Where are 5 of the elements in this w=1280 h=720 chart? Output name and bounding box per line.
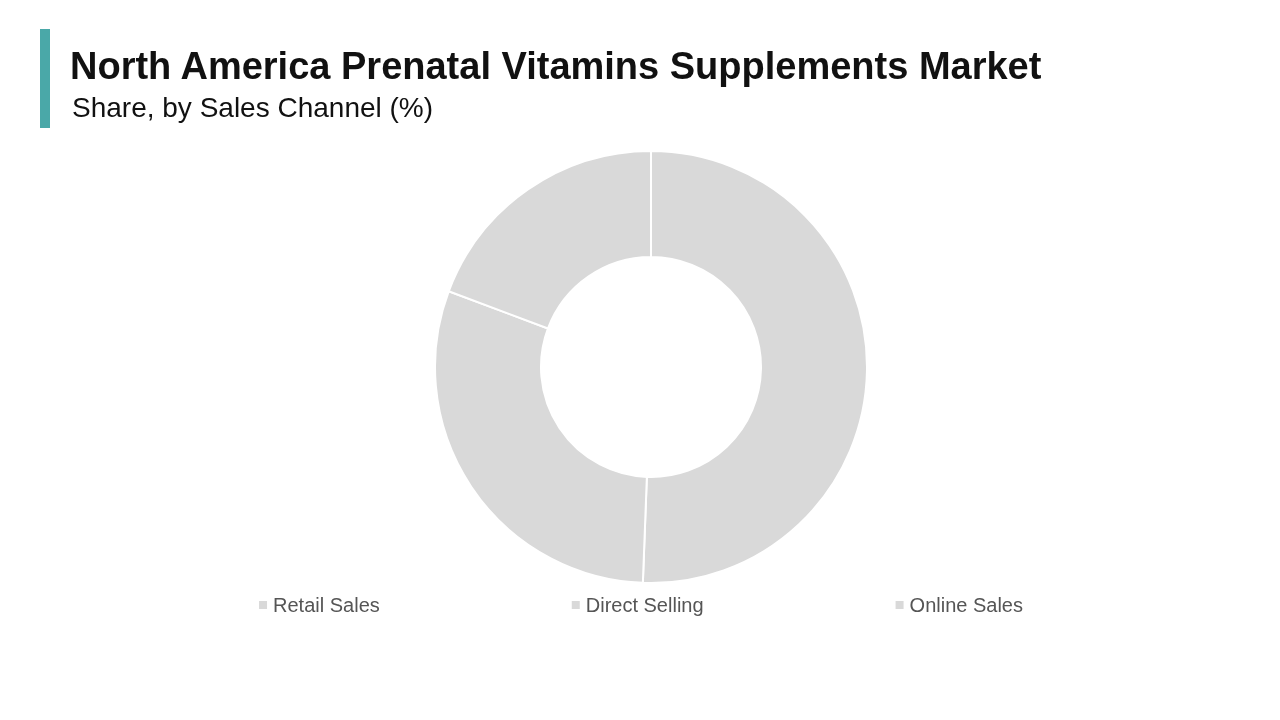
chart-title: North America Prenatal Vitamins Supplements Market	[70, 45, 1042, 87]
legend-label: Retail Sales	[273, 594, 380, 616]
legend-label: Online Sales	[909, 594, 1023, 616]
chart-subtitle: Share, by Sales Channel (%)	[72, 91, 434, 123]
legend-label: Direct Selling	[585, 594, 704, 616]
